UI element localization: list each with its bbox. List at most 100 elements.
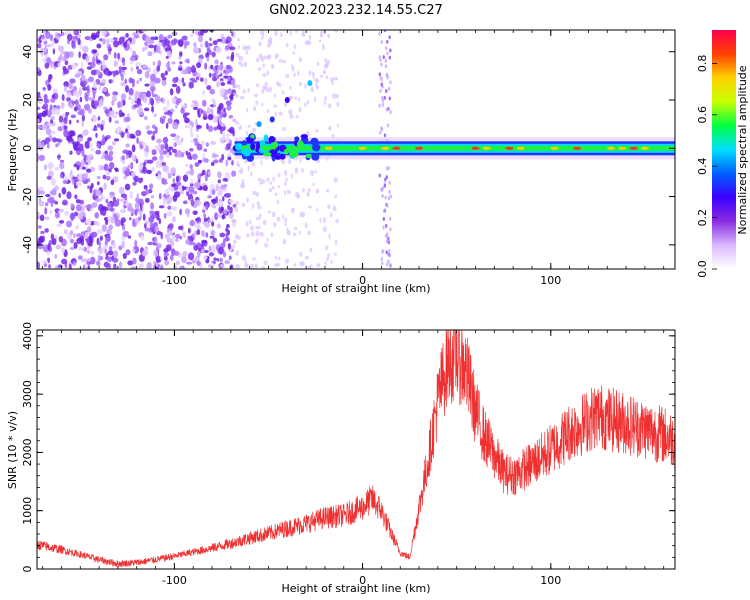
noise-cell (97, 247, 104, 254)
noise-cell (155, 173, 159, 177)
noise-cell (277, 185, 280, 189)
stripe-cell (388, 263, 392, 268)
noise-cell (334, 239, 338, 245)
noise-cell (176, 150, 182, 158)
noise-cell (45, 57, 52, 64)
noise-cell (158, 192, 162, 200)
noise-cell (192, 242, 196, 247)
noise-cell (109, 107, 113, 112)
noise-cell (202, 185, 208, 192)
noise-cell (176, 181, 182, 187)
noise-cell (124, 183, 131, 191)
noise-cell (135, 158, 139, 164)
noise-cell (132, 257, 137, 265)
noise-cell (268, 187, 273, 193)
stripe-cell (388, 35, 391, 40)
noise-cell (325, 63, 329, 67)
noise-cell (194, 181, 201, 190)
noise-cell (212, 67, 216, 72)
onset-blob (250, 143, 256, 151)
noise-cell (315, 129, 319, 133)
stripe-cell (380, 256, 383, 261)
noise-cell (180, 266, 184, 269)
noise-cell (202, 157, 208, 163)
noise-cell (180, 191, 184, 195)
noise-cell (101, 224, 107, 232)
noise-cell (136, 69, 143, 75)
onset-blob (294, 136, 300, 142)
noise-cell (87, 177, 91, 183)
x-tick-label: -100 (162, 274, 187, 287)
noise-cell (308, 70, 312, 76)
noise-cell (37, 67, 41, 72)
noise-cell (250, 263, 255, 269)
noise-cell (158, 205, 165, 209)
noise-cell (100, 30, 107, 37)
noise-cell (224, 260, 231, 264)
noise-cell (203, 217, 208, 222)
onset-blob (241, 140, 247, 147)
noise-cell (175, 104, 178, 109)
noise-cell (182, 200, 188, 205)
noise-cell (129, 190, 133, 199)
noise-cell (128, 88, 134, 96)
noise-cell (86, 204, 92, 210)
noise-cell (61, 94, 65, 101)
noise-cell (84, 104, 88, 111)
spectrogram-ylabel: Frequency (Hz) (6, 109, 19, 192)
noise-cell (141, 30, 148, 33)
noise-cell (188, 185, 195, 193)
noise-cell (47, 110, 51, 116)
noise-cell (46, 142, 50, 149)
noise-cell (197, 159, 203, 163)
stripe-cell (388, 96, 392, 101)
noise-cell (206, 122, 209, 130)
noise-cell (59, 173, 64, 179)
noise-cell (208, 72, 212, 78)
spectrogram-panel: -100 0 100 -40 -20 0 20 40 Height of straight l… (6, 29, 676, 295)
y-tick-label: 1000 (21, 497, 34, 525)
noise-cell (103, 54, 109, 61)
stripe-cell (388, 253, 392, 258)
noise-cell (194, 217, 200, 222)
noise-cell (192, 46, 200, 54)
noise-cell (103, 182, 107, 191)
noise-cell (283, 190, 287, 196)
noise-cell (63, 129, 69, 138)
noise-cell (80, 159, 85, 166)
noise-cell (95, 189, 102, 197)
noise-cell (85, 165, 89, 170)
noise-cell (75, 180, 83, 187)
noise-cell (107, 202, 112, 208)
noise-cell (83, 154, 87, 162)
noise-cell (186, 152, 192, 160)
noise-cell (149, 222, 154, 228)
noise-cell (71, 62, 77, 69)
noise-cell (86, 226, 92, 233)
stripe-cell (387, 248, 391, 253)
noise-cell (154, 145, 161, 151)
noise-cell (255, 216, 260, 221)
noise-cell (276, 199, 280, 205)
noise-cell (286, 189, 291, 195)
noise-cell (195, 76, 200, 81)
noise-cell (269, 181, 273, 185)
noise-cell (76, 137, 84, 142)
noise-cell (227, 242, 231, 250)
noise-cell (118, 36, 125, 45)
noise-cell (51, 188, 57, 196)
noise-cell (191, 153, 198, 160)
noise-cell (293, 226, 298, 231)
noise-cell (127, 235, 132, 239)
noise-cell (99, 98, 104, 105)
noise-cell (165, 62, 171, 69)
noise-cell (191, 100, 198, 104)
onset-blob (255, 141, 261, 151)
noise-cell (204, 77, 208, 86)
noise-cell (307, 187, 311, 192)
noise-cell (44, 62, 50, 69)
noise-cell (274, 263, 278, 267)
noise-cell (115, 168, 119, 173)
noise-cell (201, 239, 208, 244)
noise-cell (132, 32, 139, 37)
